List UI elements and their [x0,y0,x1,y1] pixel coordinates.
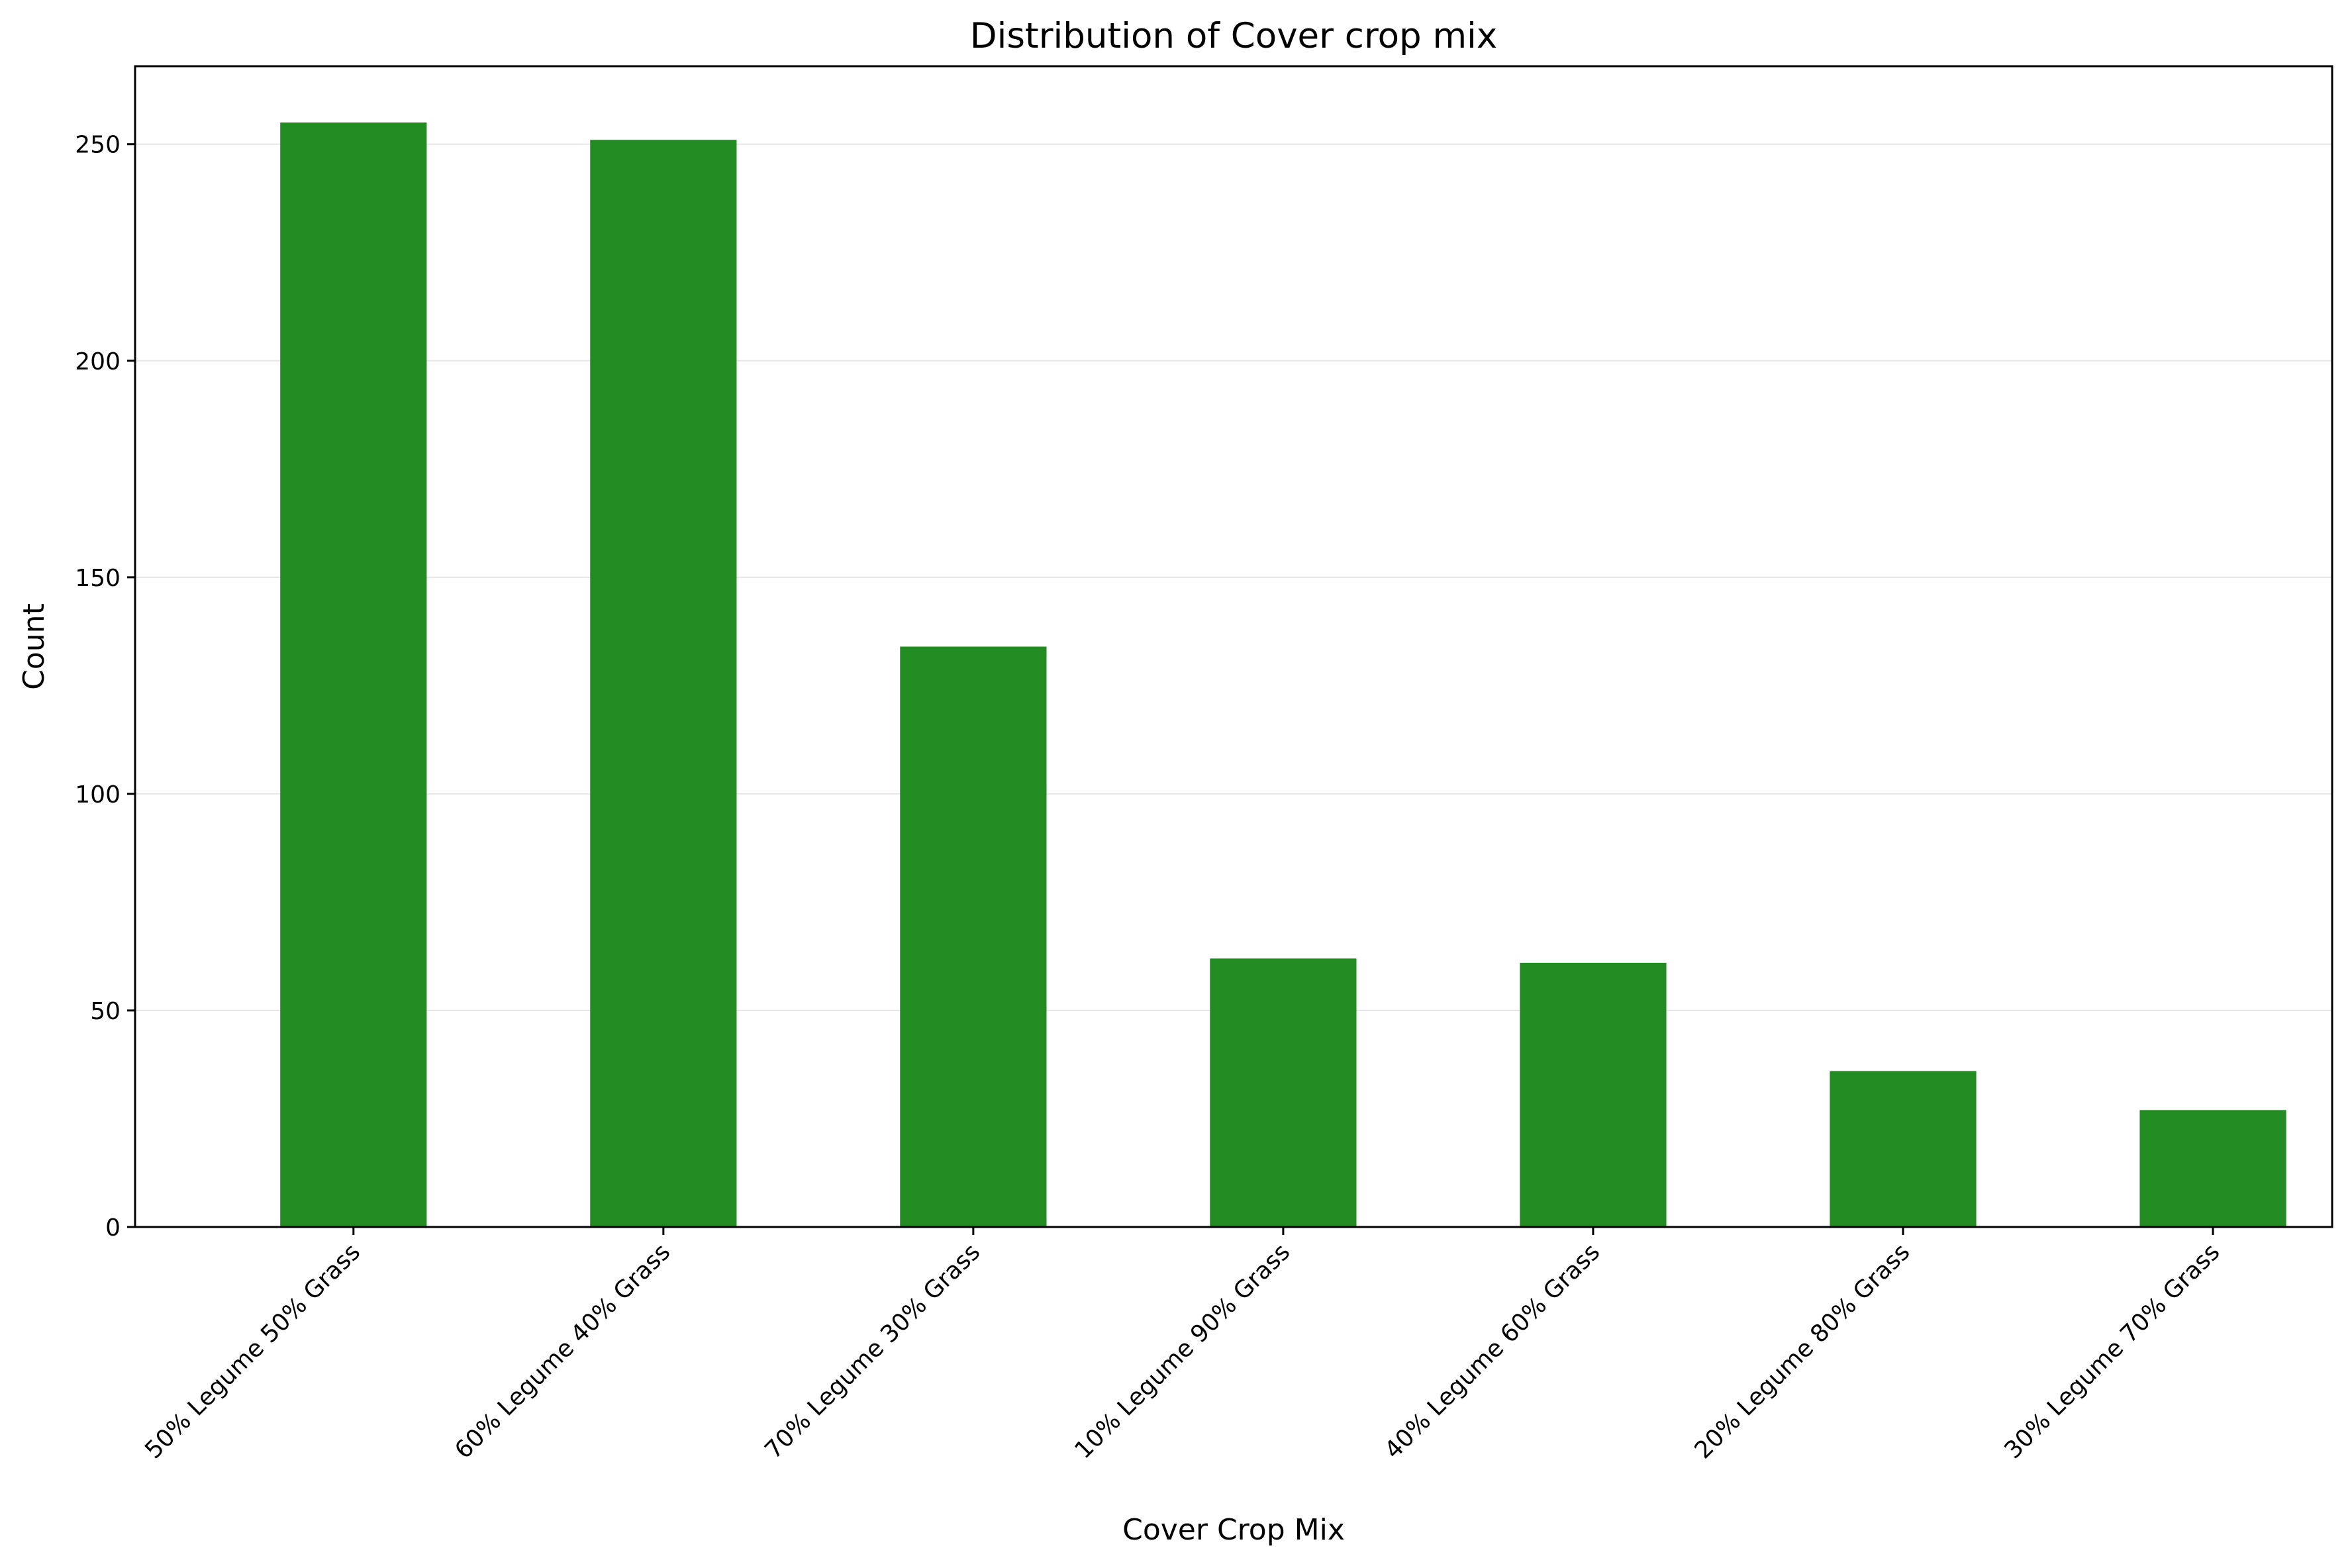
bars [280,122,2286,1228]
bar [590,140,737,1227]
y-tick-label: 100 [75,781,121,808]
x-tick-label: 40% Legume 60% Grass [1379,1238,1605,1464]
x-tick-label: 60% Legume 40% Grass [450,1238,675,1464]
bar [1520,962,1667,1227]
x-tick-label: 30% Legume 70% Grass [1999,1238,2225,1464]
y-tick-label: 0 [105,1214,121,1242]
plot-frame [134,65,2333,1228]
y-tick-label: 50 [90,998,121,1025]
x-tick-label: 50% Legume 50% Grass [140,1238,366,1464]
y-axis-title: Count [17,603,51,690]
x-axis-ticks: 50% Legume 50% Grass 60% Legume 40% Grass… [140,1227,2225,1464]
bar [1210,958,1357,1227]
y-axis-ticks: 0 50 100 150 200 250 [75,132,135,1242]
bar [2139,1110,2286,1227]
chart-title: Distribution of Cover crop mix [970,16,1497,56]
y-tick-label: 250 [75,132,121,159]
x-tick-label: 70% Legume 30% Grass [760,1238,985,1464]
x-tick-label: 10% Legume 90% Grass [1069,1238,1295,1464]
bar [1830,1071,1977,1227]
x-tick-label: 20% Legume 80% Grass [1689,1238,1915,1464]
x-axis-title: Cover Crop Mix [1122,1513,1345,1547]
bar [280,122,427,1228]
y-tick-label: 150 [75,565,121,592]
bar [900,646,1047,1227]
y-tick-label: 200 [75,348,121,375]
